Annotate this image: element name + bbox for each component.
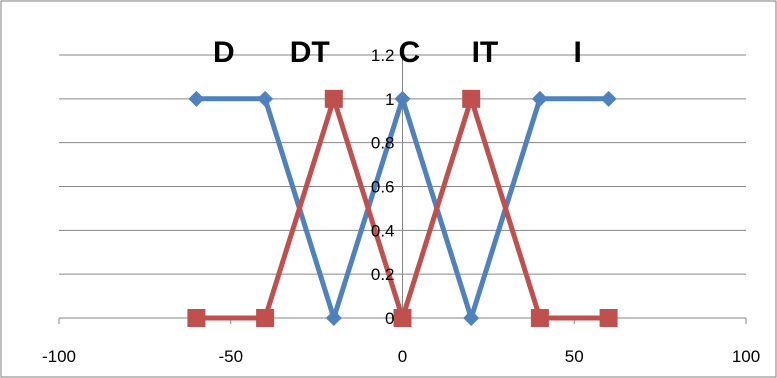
series-markers — [187, 89, 618, 327]
y-tick-label: 0.6 — [371, 178, 395, 197]
y-tick-label: 1.2 — [371, 46, 395, 65]
x-tick-label: 0 — [398, 347, 407, 366]
x-tick-label: 100 — [732, 347, 760, 366]
series-2-marker — [599, 309, 618, 327]
annotations: D DT C IT I — [213, 36, 582, 69]
x-tick-label: -100 — [42, 347, 76, 366]
y-tick-label: 0.8 — [371, 134, 395, 153]
series-1-marker — [600, 90, 617, 107]
series-2-marker — [393, 309, 412, 327]
annotation-label: D — [213, 36, 235, 69]
series-1-marker — [463, 310, 480, 326]
x-tick-label: 50 — [565, 347, 584, 366]
series-2-marker — [256, 309, 275, 327]
tick-labels: -100 -50 0 50 100 0 0.2 0.4 0.6 0.8 1 1.2 — [42, 46, 760, 366]
series-1-marker — [257, 90, 274, 107]
series-1-marker — [325, 310, 342, 326]
annotation-label: DT — [290, 36, 330, 69]
y-tick-label: 0.2 — [371, 265, 395, 284]
series-2-marker — [462, 89, 481, 108]
series-1-marker — [531, 90, 548, 107]
x-tick-label: -50 — [218, 347, 243, 366]
series-2-marker — [530, 309, 549, 327]
annotation-label: I — [574, 36, 582, 69]
y-tick-label: 0 — [385, 309, 394, 328]
series-1-marker — [394, 90, 411, 107]
annotation-label: IT — [472, 36, 499, 69]
y-tick-label: 1 — [385, 90, 394, 109]
series-1-marker — [188, 90, 205, 107]
y-tick-label: 0.4 — [371, 221, 395, 240]
series-2-marker — [187, 309, 206, 327]
annotation-label: C — [399, 36, 421, 69]
series-2-marker — [324, 89, 343, 108]
